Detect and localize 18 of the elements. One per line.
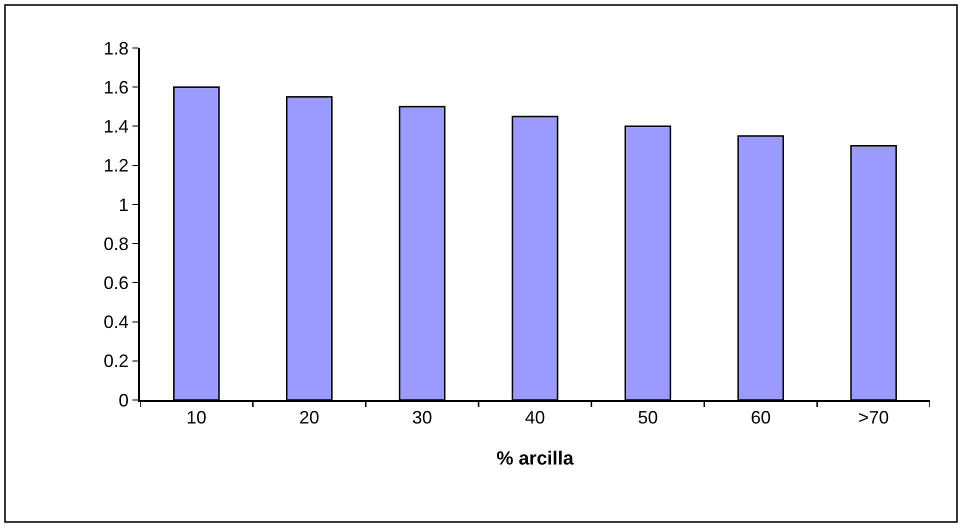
- x-tick-label: 50: [638, 407, 658, 428]
- x-axis-title: % arcilla: [496, 448, 574, 470]
- x-tick-label: 60: [750, 407, 771, 428]
- y-tick-label: 1.6: [104, 77, 129, 98]
- x-tick-label: >70: [858, 407, 889, 428]
- y-tick-label: 1.8: [104, 38, 129, 58]
- y-tick-label: 0.4: [104, 312, 129, 332]
- y-tick-label: 0.8: [104, 234, 129, 254]
- y-tick-label: 0.2: [104, 351, 129, 372]
- y-tick-label: 0.6: [104, 272, 129, 293]
- x-tick-label: 30: [412, 407, 432, 428]
- x-tick-label: 40: [524, 407, 546, 428]
- x-tick-label: 10: [186, 407, 206, 428]
- y-tick-label: 1.2: [104, 156, 129, 176]
- y-tick-label: 1: [118, 194, 129, 215]
- y-tick-label: 0: [118, 390, 129, 410]
- y-tick-label: 1.4: [104, 116, 129, 137]
- x-tick-label: 20: [299, 407, 320, 428]
